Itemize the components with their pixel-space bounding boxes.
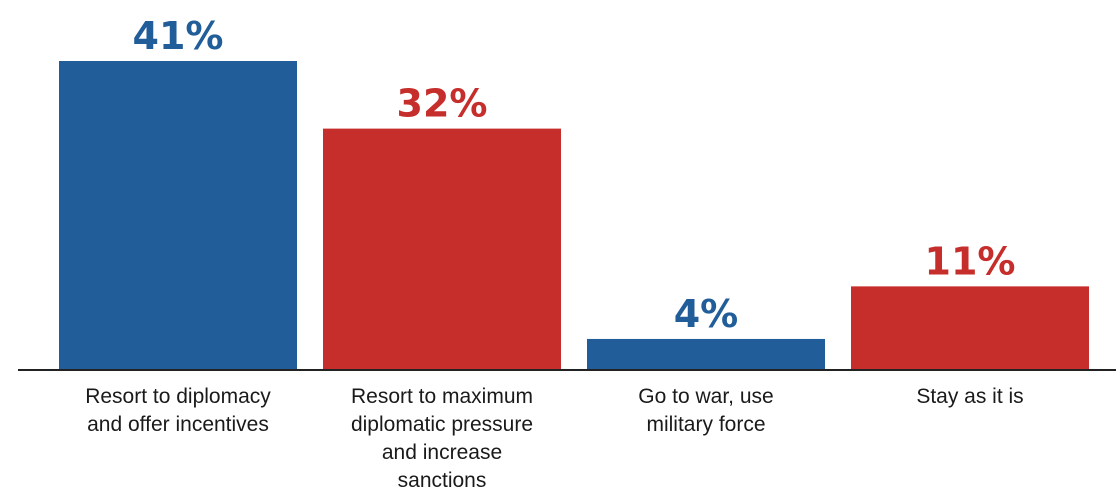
value-label-3: 4% — [674, 292, 739, 336]
category-label-line: Go to war, use — [638, 385, 773, 408]
category-label-line: Resort to diplomacy — [85, 385, 271, 408]
category-label-2: Resort to maximum diplomatic pressure and … — [351, 385, 533, 492]
category-label-1: Resort to diplomacy and offer incentives — [85, 385, 271, 436]
value-label-1: 41% — [133, 14, 224, 58]
value-labels-layer: 41% 32% 4% 11% — [133, 14, 1016, 336]
category-label-line: Stay as it is — [916, 385, 1023, 408]
category-labels-layer: Resort to diplomacy and offer incentivesR… — [85, 385, 1023, 492]
category-label-line: diplomatic pressure — [351, 413, 533, 436]
category-label-line: sanctions — [398, 469, 487, 492]
bars-layer — [59, 61, 1089, 369]
category-label-line: and increase — [382, 441, 502, 464]
category-label-4: Stay as it is — [916, 385, 1023, 408]
category-label-line: military force — [646, 413, 765, 436]
bar-4 — [851, 286, 1089, 369]
category-label-line: and offer incentives — [87, 413, 269, 436]
category-label-line: Resort to maximum — [351, 385, 533, 408]
value-label-2: 32% — [397, 82, 488, 126]
bar-3 — [587, 338, 825, 369]
category-label-3: Go to war, use military force — [638, 385, 773, 436]
bar-2 — [323, 128, 561, 369]
bar-1 — [59, 61, 297, 369]
value-label-4: 11% — [925, 239, 1016, 283]
